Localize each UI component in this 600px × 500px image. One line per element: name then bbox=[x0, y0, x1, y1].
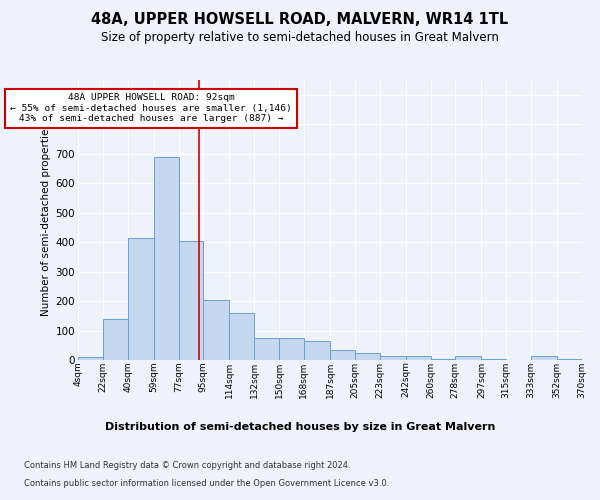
Bar bbox=[481, 358, 506, 360]
Bar bbox=[279, 338, 304, 360]
Bar bbox=[179, 240, 203, 360]
Bar bbox=[229, 313, 254, 360]
Bar bbox=[203, 300, 229, 360]
Bar bbox=[304, 341, 330, 360]
Bar bbox=[380, 356, 406, 360]
Bar bbox=[557, 358, 582, 360]
Y-axis label: Number of semi-detached properties: Number of semi-detached properties bbox=[41, 124, 52, 316]
Bar bbox=[254, 338, 279, 360]
Text: Contains public sector information licensed under the Open Government Licence v3: Contains public sector information licen… bbox=[24, 478, 389, 488]
Bar bbox=[455, 356, 481, 360]
Bar bbox=[154, 156, 179, 360]
Bar bbox=[128, 238, 154, 360]
Bar bbox=[78, 357, 103, 360]
Bar bbox=[103, 318, 128, 360]
Text: Contains HM Land Registry data © Crown copyright and database right 2024.: Contains HM Land Registry data © Crown c… bbox=[24, 461, 350, 470]
Bar bbox=[355, 352, 380, 360]
Text: Distribution of semi-detached houses by size in Great Malvern: Distribution of semi-detached houses by … bbox=[105, 422, 495, 432]
Bar bbox=[406, 356, 431, 360]
Bar bbox=[431, 358, 455, 360]
Bar bbox=[330, 350, 355, 360]
Text: 48A UPPER HOWSELL ROAD: 92sqm
← 55% of semi-detached houses are smaller (1,146)
: 48A UPPER HOWSELL ROAD: 92sqm ← 55% of s… bbox=[10, 94, 292, 123]
Bar bbox=[531, 356, 557, 360]
Text: 48A, UPPER HOWSELL ROAD, MALVERN, WR14 1TL: 48A, UPPER HOWSELL ROAD, MALVERN, WR14 1… bbox=[91, 12, 509, 28]
Text: Size of property relative to semi-detached houses in Great Malvern: Size of property relative to semi-detach… bbox=[101, 31, 499, 44]
